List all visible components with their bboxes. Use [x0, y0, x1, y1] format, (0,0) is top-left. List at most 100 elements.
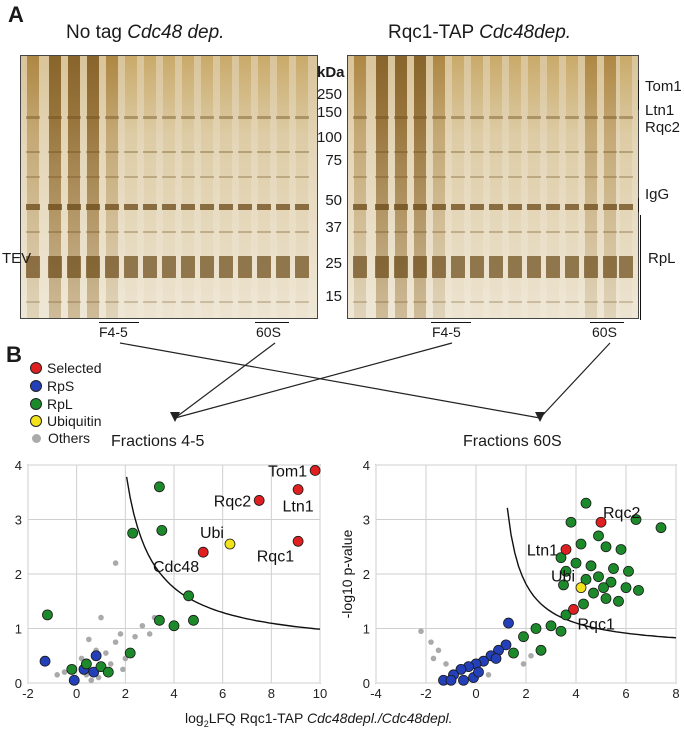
point-annotation: Ltn1 [283, 499, 314, 516]
scatter-point-selected [292, 484, 304, 495]
gel-band [394, 301, 408, 303]
y-tick-label: 0 [363, 676, 370, 691]
fraction-overbar [590, 322, 624, 323]
gel-lane [490, 56, 502, 318]
arrow-line [174, 342, 276, 419]
x-tick-label: 4 [572, 686, 579, 701]
gel-right-title: Rqc1-TAP Cdc48dep. [388, 22, 571, 44]
gel-band [105, 151, 119, 153]
mw-header: kDa [317, 64, 345, 81]
gel-band [353, 301, 367, 303]
gel-left-title: No tag Cdc48 dep. [66, 22, 224, 44]
gel-lane [239, 56, 251, 318]
point-annotation: Rqc1 [257, 548, 294, 565]
gel-band [451, 176, 465, 178]
scatter-point-rps [39, 655, 51, 667]
gel-band [603, 151, 617, 153]
gel-band [200, 204, 214, 210]
x-tick-label: -2 [22, 686, 34, 701]
gel-lane [414, 56, 426, 318]
gel-band [67, 301, 81, 303]
x-axis-label: log2LFQ Rqc1-TAP Cdc48depl./Cdc48depl. [185, 710, 453, 729]
scatter-point-others [430, 655, 437, 662]
x-axis-label-italic: Cdc48depl./Cdc48depl. [307, 710, 453, 726]
gel-band [276, 204, 290, 210]
scatter-point-others [107, 661, 114, 667]
gel-band [124, 151, 138, 153]
y-tick-label: 3 [15, 513, 22, 528]
scatter-point-selected [595, 516, 607, 528]
x-tick-label: 4 [170, 686, 177, 701]
gel-band [181, 176, 195, 178]
gel-band [26, 151, 40, 153]
legend-label: Selected [47, 360, 102, 376]
gel-band [619, 301, 633, 303]
scatter-point-rpl [593, 571, 604, 583]
fraction-overbar [99, 322, 139, 323]
legend-dot-rps [30, 380, 42, 392]
gel-band [238, 256, 252, 278]
gel-band [470, 204, 484, 210]
gel-band [276, 256, 290, 278]
gel-band [565, 116, 579, 119]
gel-band [527, 231, 541, 233]
gel-right-fraction-60s: 60S [592, 324, 617, 340]
scatter-point-others [120, 666, 126, 673]
gel-band [238, 231, 252, 233]
gel-band [48, 204, 62, 210]
gel-band [413, 256, 427, 278]
legend-label: Ubiquitin [47, 413, 102, 429]
scatter-point-selected [292, 535, 304, 547]
gel-band [508, 116, 522, 119]
scatter-point-rpl [578, 598, 589, 610]
scatter-point-rpl [605, 576, 617, 588]
gel-right-title-italic: Cdc48dep. [479, 22, 572, 43]
scatter-point-selected [568, 604, 579, 615]
gel-lane [620, 56, 632, 318]
gel-band [181, 204, 195, 210]
scatter-point-rpl [598, 582, 609, 594]
gel-band [546, 176, 560, 178]
gel-band [295, 256, 309, 278]
x-tick-label: 10 [313, 686, 327, 701]
gel-band [200, 151, 214, 153]
scatter-point-others [146, 631, 153, 637]
gel-band [375, 204, 389, 210]
gel-band [470, 116, 484, 119]
gel-band [276, 151, 290, 153]
mw-marker: 15 [325, 288, 342, 305]
gel-band [181, 151, 195, 153]
scatter-point-rpl [580, 574, 592, 585]
gel-band [353, 176, 367, 178]
gel-band [181, 256, 195, 278]
gel-band [432, 176, 446, 178]
gel-band [394, 231, 408, 233]
gel-lane [547, 56, 559, 318]
gel-right-title-prefix: Rqc1-TAP [388, 22, 480, 43]
scatter-point-rpl [555, 625, 567, 637]
legend-dot-others [32, 433, 41, 443]
gel-band [375, 176, 389, 178]
x-tick-label: -4 [370, 686, 382, 701]
scatter-point-rpl [580, 497, 592, 509]
scatter-point-rpl [153, 614, 165, 626]
scatter-point-rpl [623, 565, 634, 577]
scatter-point-rps [503, 617, 514, 629]
gel-band [451, 151, 465, 153]
gel-band [451, 116, 465, 119]
mw-marker: 25 [325, 255, 342, 272]
legend-label: RpS [47, 378, 75, 394]
gel-band [26, 204, 40, 210]
scatter-point-rpl [545, 620, 557, 632]
point-annotation: Ltn1 [527, 542, 558, 559]
gel-lane [296, 56, 308, 318]
scatter-point-others [520, 661, 527, 667]
gel-band [394, 176, 408, 178]
significance-curve [506, 507, 677, 639]
gel-band [584, 116, 598, 119]
gel-band [276, 301, 290, 303]
y-tick-label: 4 [15, 458, 22, 473]
point-annotation: Rqc2 [214, 493, 251, 510]
legend-item-rps: RpS [30, 378, 74, 394]
panel-b-letter: B [6, 342, 22, 367]
